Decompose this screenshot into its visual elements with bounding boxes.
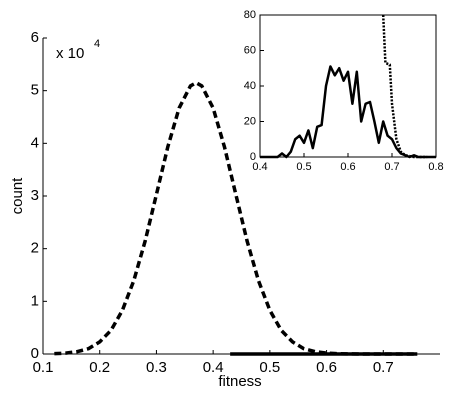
x-tick-label: 0.4	[252, 161, 267, 173]
x-tick-label: 0.6	[316, 359, 337, 376]
x-tick-label: 0.5	[296, 161, 311, 173]
x-tick-label: 0.1	[33, 359, 54, 376]
y-tick-label: 0	[250, 151, 256, 163]
y-tick-label: 80	[244, 9, 256, 21]
y-tick-label: 2	[31, 240, 39, 257]
y-tick-label: 60	[244, 44, 256, 56]
y-tick-label: 5	[31, 82, 39, 99]
line-series	[54, 81, 418, 356]
x-tick-label: 0.3	[146, 359, 167, 376]
x-tick-label: 0.7	[384, 161, 399, 173]
line-series	[381, 14, 428, 159]
x-tick-label: 0.7	[373, 359, 394, 376]
y-tick-label: 0	[31, 345, 39, 362]
inset-frame	[259, 14, 437, 158]
y-tick-label: 40	[244, 80, 256, 92]
axis-multiplier-exponent: 4	[94, 38, 100, 50]
x-tick-label: 0.4	[203, 359, 224, 376]
y-axis-label: count	[9, 177, 26, 215]
axis-multiplier: x 10	[56, 45, 84, 62]
y-tick-label: 4	[31, 134, 39, 151]
x-tick-label: 0.6	[340, 161, 355, 173]
y-tick-label: 1	[31, 292, 39, 309]
x-axis-label: fitness	[218, 373, 261, 390]
x-tick-label: 0.2	[89, 359, 110, 376]
x-tick-label: 0.8	[428, 161, 443, 173]
y-tick-label: 20	[244, 115, 256, 127]
y-tick-label: 3	[31, 187, 39, 204]
y-tick-label: 6	[31, 29, 39, 46]
x-tick-label: 0.5	[259, 359, 280, 376]
